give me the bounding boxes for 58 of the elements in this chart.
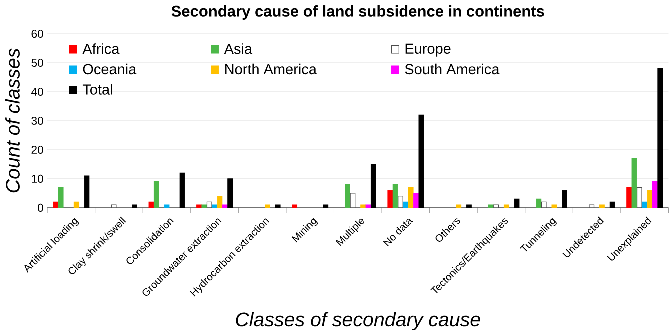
bar [212,204,218,208]
x-tick-label: No data [383,218,414,247]
y-tick-label: 60 [32,30,44,38]
bar [392,184,398,208]
bar [154,182,160,208]
bar [652,182,658,208]
chart-title: Secondary cause of land subsidence in continents [172,5,544,20]
y-tick-label: 50 [32,58,44,67]
legend-label: North America [226,64,317,75]
legend-label: Total [82,84,112,95]
y-tick-label: 30 [32,116,44,125]
bar [222,204,228,208]
bar [552,204,558,208]
y-tick-label: 10 [32,174,44,183]
bar [636,187,642,208]
legend-label: Oceania [83,64,137,75]
y-axis-title: Count of classes [6,48,20,193]
bar [74,202,80,208]
bar [403,202,409,208]
bar [360,204,366,208]
legend-label: Europe [406,44,451,57]
bar [345,184,350,208]
bar [626,187,632,208]
bar [488,204,494,208]
bar [58,187,64,208]
bar [196,204,202,208]
bar [350,193,356,208]
bar [541,202,547,208]
bar [202,204,208,208]
bar [408,187,414,208]
y-tick-label: 20 [32,146,44,154]
legend-label: South America [405,64,500,75]
bar [388,190,394,208]
bar [600,204,605,208]
bar [398,196,404,208]
bar [148,202,154,208]
bar [494,204,499,208]
bar [164,204,170,208]
legend-label: Africa [82,44,120,54]
x-axis-title: Classes of secondary cause [236,312,480,331]
bar [536,198,542,208]
y-tick-label: 40 [31,88,44,96]
bar [632,158,638,208]
bar [589,204,595,208]
bar [414,193,419,208]
bar [206,202,212,208]
bar [456,204,462,208]
legend-label: Asia [224,44,253,54]
y-tick-label: 0 [38,204,44,212]
bar [504,204,510,208]
bar [111,204,117,208]
bar [642,202,648,208]
bar [217,196,223,208]
bar [265,204,270,208]
bar [53,202,59,208]
bar [292,204,298,208]
bar [647,190,653,208]
bar [366,204,372,208]
